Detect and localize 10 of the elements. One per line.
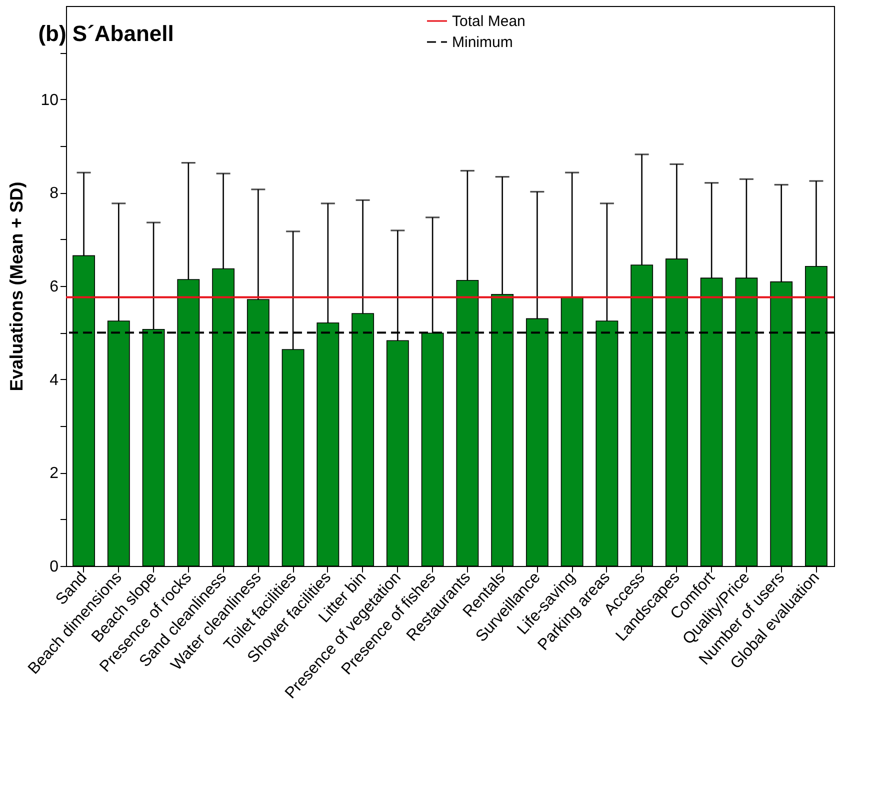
legend-label: Minimum [452, 34, 513, 51]
y-tick-label: 8 [50, 185, 59, 202]
y-tick-label: 0 [50, 558, 59, 576]
y-tick-label: 6 [50, 278, 59, 296]
y-axis-title: Evaluations (Mean + SD) [6, 182, 27, 392]
text: (b) S´Abanell [38, 21, 174, 46]
y-tick-label: 4 [50, 372, 59, 389]
y-tick-label: 2 [50, 465, 59, 482]
legend-label: Total Mean [452, 13, 526, 30]
y-tick-label: 10 [40, 92, 59, 109]
